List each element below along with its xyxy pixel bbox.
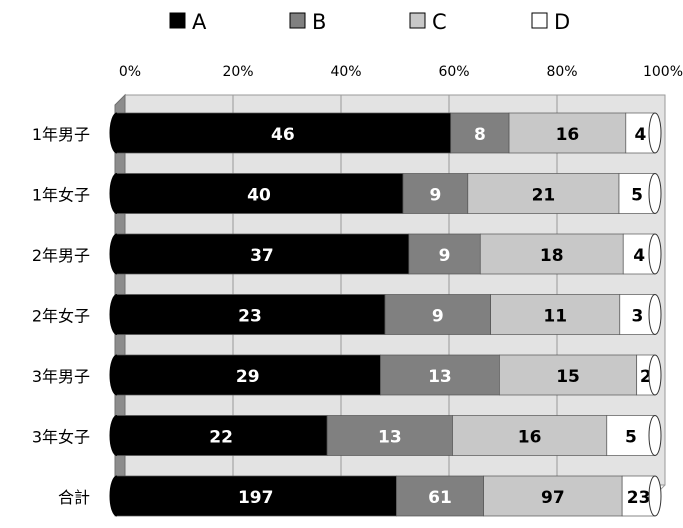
data-label-a: 40: [247, 186, 271, 206]
category-label: 3年男子: [32, 367, 90, 386]
bar-segment-b: [326, 415, 453, 456]
bar-segment-a: [114, 354, 381, 396]
bar-segment-c: [483, 475, 623, 517]
data-label-b: 9: [429, 186, 441, 206]
data-label-c: 18: [540, 246, 564, 266]
bar-segment-c: [452, 415, 608, 456]
data-label-a: 23: [238, 307, 262, 327]
category-label: 1年女子: [32, 186, 90, 205]
bar-segment-b: [408, 233, 481, 275]
category-label: 1年男子: [32, 125, 90, 144]
bar-segment-a: [114, 233, 410, 275]
data-label-c: 11: [543, 307, 567, 327]
data-label-c: 16: [556, 125, 580, 145]
data-label-b: 8: [474, 125, 486, 145]
bar-end-cap: [648, 173, 662, 214]
x-axis: 0% 20% 40% 60% 80% 100%: [119, 64, 683, 80]
legend-label-b: B: [312, 10, 326, 34]
bar-left-cap: [109, 475, 118, 517]
data-label-b: 9: [432, 307, 444, 327]
legend-swatch-b: [289, 12, 306, 29]
bar-end-cap: [648, 233, 662, 275]
bars: 46 8 16 440 9 21 537 9 18 423 9 11 329 13 15 222 13 16 519…: [109, 112, 662, 517]
data-label-d: 4: [634, 125, 646, 145]
category-label: 2年男子: [32, 246, 90, 265]
data-label-d: 23: [627, 488, 651, 508]
bar-left-cap: [109, 415, 118, 456]
x-tick-label: 20%: [222, 64, 253, 80]
data-label-a: 46: [271, 125, 295, 145]
bar-segment-a: [114, 415, 328, 456]
bar-segment-b: [384, 294, 492, 335]
data-label-d: 5: [631, 186, 643, 206]
category-label: 3年女子: [32, 428, 90, 447]
bar-segment-b: [380, 354, 500, 396]
bar-left-cap: [109, 294, 118, 335]
bar-segment-a: [114, 475, 397, 517]
legend-swatch-a: [169, 12, 186, 29]
bar-left-cap: [109, 112, 118, 154]
legend-label-c: C: [432, 10, 447, 34]
bar-segment-c: [499, 354, 638, 396]
legend: A B C D: [169, 10, 570, 34]
bar-segment-a: [114, 173, 404, 214]
bar-left-cap: [109, 173, 118, 214]
data-label-b: 61: [428, 488, 452, 508]
data-label-c: 16: [518, 428, 542, 448]
bar-segment-b: [402, 173, 469, 214]
data-label-d: 3: [631, 307, 643, 327]
category-label: 合計: [58, 488, 90, 507]
legend-label-d: D: [554, 10, 570, 34]
bar-end-cap: [648, 294, 662, 335]
data-label-c: 15: [556, 367, 580, 387]
data-label-a: 29: [236, 367, 260, 387]
bar-segment-c: [490, 294, 621, 335]
bar-segment-b: [396, 475, 484, 517]
bar-segment-a: [114, 112, 452, 154]
x-tick-label: 80%: [546, 64, 577, 80]
bar-end-cap: [648, 112, 662, 154]
x-tick-label: 100%: [643, 64, 683, 80]
bar-left-cap: [109, 233, 118, 275]
category-label: 2年女子: [32, 307, 90, 326]
data-label-c: 21: [532, 186, 556, 206]
bar-end-cap: [648, 415, 662, 456]
data-label-d: 4: [633, 246, 645, 266]
data-label-c: 97: [541, 488, 565, 508]
bar-end-cap: [648, 354, 662, 396]
bar-segment-c: [508, 112, 627, 154]
data-label-d: 2: [640, 367, 652, 387]
legend-swatch-c: [409, 12, 426, 29]
data-label-b: 13: [428, 367, 452, 387]
bar-segment-d: [606, 415, 656, 456]
bar-left-cap: [109, 354, 118, 396]
data-label-b: 13: [378, 428, 402, 448]
legend-swatch-d: [531, 12, 548, 29]
x-tick-label: 40%: [330, 64, 361, 80]
legend-label-a: A: [192, 10, 207, 34]
bar-segment-a: [114, 294, 386, 335]
x-tick-label: 0%: [119, 64, 141, 80]
data-label-a: 197: [238, 488, 274, 508]
data-label-d: 5: [625, 428, 637, 448]
x-tick-label: 60%: [438, 64, 469, 80]
data-label-a: 37: [250, 246, 274, 266]
bar-segment-c: [479, 233, 624, 275]
data-label-a: 22: [209, 428, 233, 448]
bar-end-cap: [648, 475, 662, 517]
data-label-b: 9: [439, 246, 451, 266]
